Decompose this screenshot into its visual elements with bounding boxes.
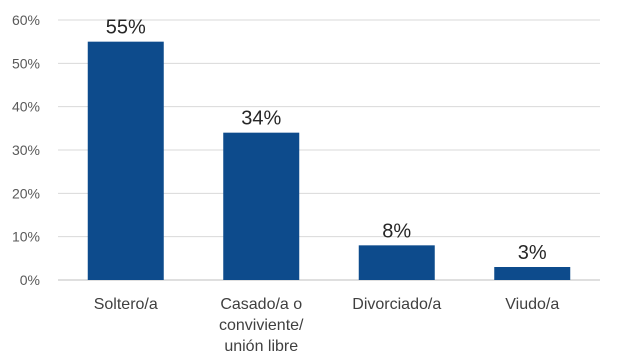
data-label: 3% [518,242,547,264]
y-tick-label: 30% [12,142,40,158]
category-label: Divorciado/a [352,296,441,313]
bar [494,267,571,280]
y-axis-tick-labels: 0% 10% 20% 30% 40% 50% 60% [12,12,40,288]
bars [87,41,571,280]
category-labels: Soltero/a Casado/a o conviviente/unión lib… [94,296,560,355]
category-label: Casado/a o conviviente/unión libre [219,296,304,355]
bar [87,41,164,280]
y-tick-label: 40% [12,99,40,115]
category-label: Viudo/a [505,296,559,313]
data-label: 34% [241,108,281,130]
bar [358,245,435,280]
data-label: 8% [382,220,411,242]
data-labels: 55% 34% 8% 3% [106,17,547,264]
category-label: Soltero/a [94,296,158,313]
y-tick-label: 10% [12,229,40,245]
y-tick-label: 0% [20,272,40,288]
data-label: 55% [106,17,146,39]
bar [223,132,300,280]
y-tick-label: 50% [12,55,40,71]
y-tick-label: 20% [12,185,40,201]
y-tick-label: 60% [12,12,40,28]
